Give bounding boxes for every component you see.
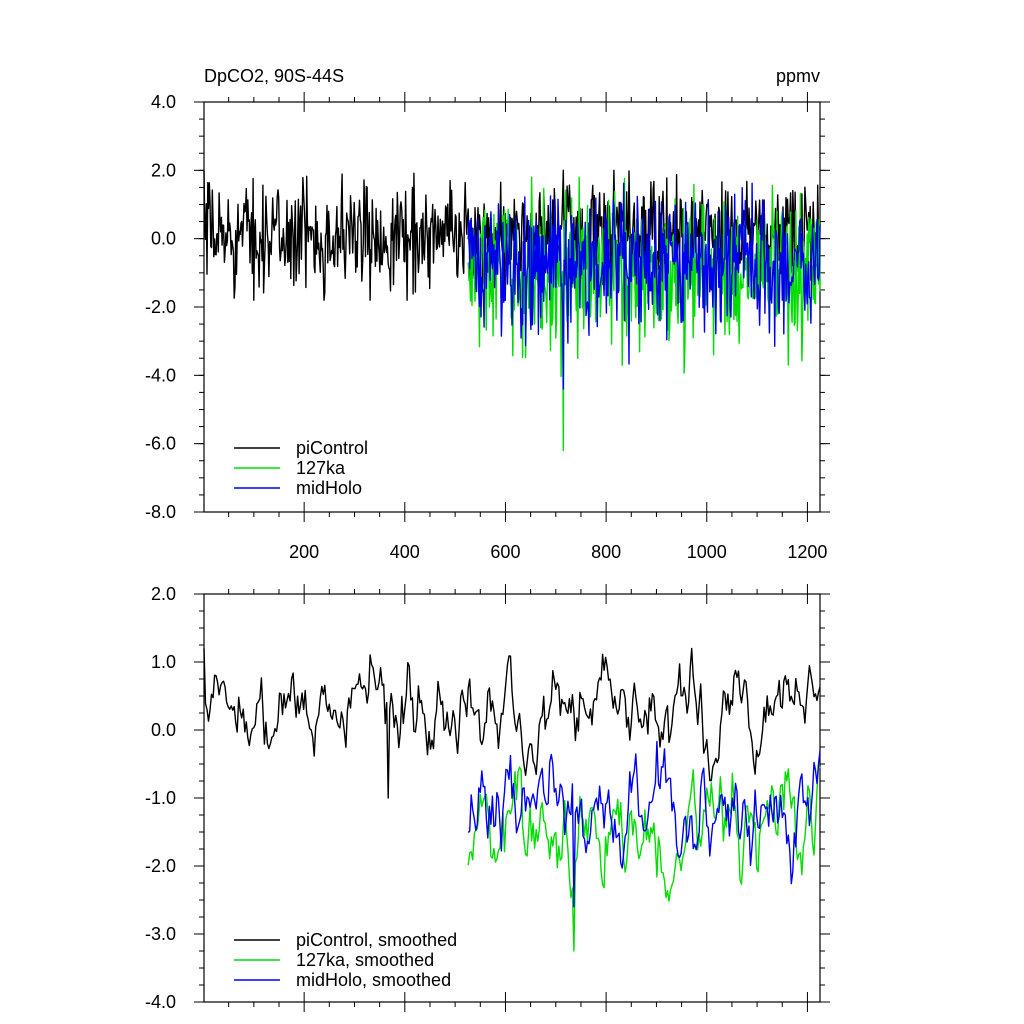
y-tick-label: 0.0	[151, 229, 176, 249]
y-tick-label: 2.0	[151, 160, 176, 180]
y-tick-label: 4.0	[151, 92, 176, 112]
x-tick-label: 200	[289, 542, 319, 562]
series-line-picontrol-smoothed	[203, 647, 821, 799]
series-line-midholo	[467, 182, 821, 390]
y-tick-label: -4.0	[145, 992, 176, 1012]
legend-label: 127ka	[296, 458, 346, 478]
y-tick-label: -8.0	[145, 502, 176, 522]
x-tick-label: 1200	[787, 542, 827, 562]
y-tick-label: -3.0	[145, 924, 176, 944]
y-tick-label: -6.0	[145, 434, 176, 454]
y-tick-label: -1.0	[145, 788, 176, 808]
legend-label: midHolo, smoothed	[296, 970, 451, 990]
top-panel-x-tick-labels: 200 400 600 800 1000 1200	[289, 542, 827, 562]
y-tick-label: 0.0	[151, 720, 176, 740]
y-tick-label: -4.0	[145, 365, 176, 385]
y-tick-label: -2.0	[145, 856, 176, 876]
top-panel-title: DpCO2, 90S-44S	[204, 66, 344, 86]
x-tick-label: 600	[490, 542, 520, 562]
y-tick-label: 2.0	[151, 584, 176, 604]
series-line-127ka-smoothed	[467, 764, 821, 952]
top-panel-y-tick-labels: -8.0 -6.0 -4.0 -2.0 0.0 2.0 4.0	[145, 92, 176, 522]
legend-label: midHolo	[296, 478, 362, 498]
top-panel: DpCO2, 90S-44S ppmv -8.0 -6.0 -4.0 -2.0 0.0 2…	[145, 66, 830, 562]
legend-label: piControl	[296, 438, 368, 458]
x-tick-label: 1000	[687, 542, 727, 562]
x-tick-label: 400	[390, 542, 420, 562]
bottom-panel-ticks	[194, 584, 830, 1012]
bottom-panel-y-tick-labels: -4.0 -3.0 -2.0 -1.0 0.0 1.0 2.0	[145, 584, 176, 1012]
y-tick-label: 1.0	[151, 652, 176, 672]
top-panel-units: ppmv	[776, 66, 820, 86]
series-line-midholo-smoothed	[467, 740, 821, 908]
x-tick-label: 800	[591, 542, 621, 562]
top-panel-ticks	[194, 92, 830, 522]
top-panel-series	[203, 169, 821, 452]
bottom-panel-series	[203, 647, 821, 952]
bottom-panel: -4.0 -3.0 -2.0 -1.0 0.0 1.0 2.0 piControl, smo…	[145, 584, 830, 1012]
y-tick-label: -2.0	[145, 297, 176, 317]
legend-label: piControl, smoothed	[296, 930, 457, 950]
legend-label: 127ka, smoothed	[296, 950, 434, 970]
